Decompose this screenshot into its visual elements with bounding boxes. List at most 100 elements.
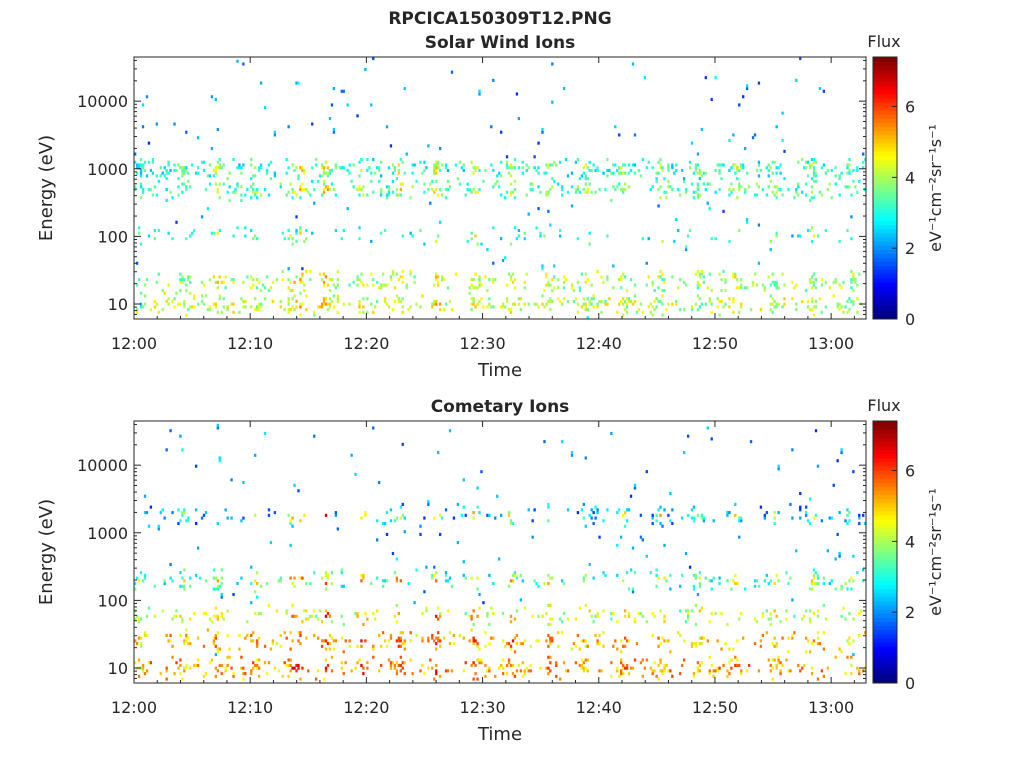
heatmap-cell bbox=[858, 179, 861, 183]
heatmap-cell bbox=[622, 513, 625, 517]
heatmap-cell bbox=[492, 612, 495, 616]
heatmap-cell bbox=[324, 647, 328, 651]
heatmap-cell bbox=[379, 188, 383, 192]
heatmap-cell bbox=[159, 166, 162, 170]
heatmap-cell bbox=[181, 168, 184, 172]
heatmap-cell bbox=[480, 283, 483, 287]
heatmap-cell bbox=[139, 636, 143, 640]
heatmap-cell bbox=[143, 294, 147, 298]
heatmap-cell bbox=[667, 163, 670, 167]
heatmap-cell bbox=[326, 302, 330, 306]
heatmap-cell bbox=[411, 171, 414, 175]
heatmap-cell bbox=[181, 190, 184, 194]
heatmap-cell bbox=[547, 190, 550, 194]
heatmap-cell bbox=[562, 582, 566, 586]
heatmap-cell bbox=[633, 486, 637, 490]
heatmap-cell bbox=[413, 275, 416, 279]
heatmap-cell bbox=[433, 677, 436, 681]
heatmap-cell bbox=[625, 310, 629, 314]
heatmap-cell bbox=[846, 185, 849, 189]
heatmap-cell bbox=[751, 136, 755, 140]
cometary-colorbar-unit: eV⁻¹cm⁻²sr⁻¹s⁻¹ bbox=[926, 488, 945, 616]
heatmap-cell bbox=[348, 644, 351, 648]
colorbar-segment bbox=[873, 531, 897, 537]
heatmap-cell bbox=[285, 193, 288, 197]
colorbar-segment bbox=[873, 228, 897, 234]
heatmap-cell bbox=[181, 576, 184, 580]
heatmap-cell bbox=[370, 179, 373, 183]
heatmap-cell bbox=[196, 636, 200, 640]
heatmap-cell bbox=[161, 288, 164, 293]
heatmap-cell bbox=[692, 584, 696, 588]
heatmap-cell bbox=[145, 278, 149, 282]
heatmap-cell bbox=[655, 674, 658, 678]
heatmap-cell bbox=[439, 147, 442, 151]
heatmap-cell bbox=[350, 669, 353, 673]
heatmap-cell bbox=[433, 639, 436, 643]
heatmap-cell bbox=[427, 188, 430, 192]
colorbar-segment bbox=[873, 523, 897, 528]
heatmap-cell bbox=[686, 617, 690, 621]
heatmap-cell bbox=[289, 519, 292, 523]
heatmap-cell bbox=[399, 636, 402, 640]
colorbar-segment bbox=[873, 658, 897, 663]
heatmap-cell bbox=[212, 174, 216, 178]
heatmap-cell bbox=[610, 674, 613, 678]
heatmap-cell bbox=[216, 647, 219, 651]
heatmap-cell bbox=[862, 166, 865, 170]
heatmap-cell bbox=[686, 614, 690, 618]
heatmap-cell bbox=[324, 573, 328, 577]
heatmap-cell bbox=[181, 166, 184, 170]
heatmap-cell bbox=[623, 636, 627, 640]
heatmap-cell bbox=[696, 196, 700, 200]
heatmap-cell bbox=[486, 614, 489, 618]
heatmap-cell bbox=[564, 157, 568, 162]
heatmap-cell bbox=[411, 185, 414, 189]
heatmap-cell bbox=[179, 278, 182, 282]
heatmap-cell bbox=[852, 579, 855, 583]
heatmap-cell bbox=[795, 188, 798, 192]
heatmap-cell bbox=[340, 166, 343, 170]
heatmap-cell bbox=[596, 302, 599, 306]
heatmap-cell bbox=[694, 576, 698, 580]
heatmap-cell bbox=[547, 519, 550, 523]
heatmap-cell bbox=[501, 305, 505, 309]
heatmap-cell bbox=[256, 595, 259, 599]
heatmap-cell bbox=[718, 168, 721, 172]
heatmap-cell bbox=[281, 278, 284, 282]
heatmap-cell bbox=[315, 157, 318, 162]
heatmap-cell bbox=[590, 168, 593, 172]
heatmap-cell bbox=[196, 302, 200, 306]
heatmap-cell bbox=[232, 157, 235, 162]
heatmap-cell bbox=[437, 283, 440, 287]
heatmap-cell bbox=[437, 280, 440, 284]
heatmap-cell bbox=[559, 234, 562, 238]
heatmap-cell bbox=[173, 305, 176, 309]
cometary-title: Cometary Ions bbox=[431, 397, 570, 417]
colorbar-segment bbox=[873, 478, 897, 483]
heatmap-cell bbox=[169, 168, 172, 172]
heatmap-cell bbox=[257, 280, 261, 284]
heatmap-cell bbox=[295, 614, 298, 618]
heatmap-cell bbox=[531, 535, 534, 539]
heatmap-cell bbox=[694, 272, 698, 276]
heatmap-cell bbox=[537, 584, 540, 588]
heatmap-cell bbox=[372, 310, 375, 314]
heatmap-cell bbox=[728, 239, 731, 243]
heatmap-cell bbox=[429, 201, 432, 205]
heatmap-cell bbox=[362, 576, 365, 580]
heatmap-cell bbox=[324, 669, 328, 673]
heatmap-cell bbox=[500, 193, 503, 197]
heatmap-cell bbox=[439, 513, 442, 517]
heatmap-cell bbox=[185, 663, 188, 667]
heatmap-cell bbox=[480, 242, 483, 246]
heatmap-cell bbox=[730, 658, 733, 662]
heatmap-cell bbox=[500, 130, 503, 134]
heatmap-cell bbox=[212, 614, 216, 618]
heatmap-cell bbox=[360, 579, 363, 583]
heatmap-cell bbox=[590, 302, 593, 306]
heatmap-cell bbox=[549, 661, 552, 665]
heatmap-cell bbox=[189, 617, 192, 621]
heatmap-cell bbox=[521, 166, 524, 170]
heatmap-cell bbox=[269, 177, 273, 181]
